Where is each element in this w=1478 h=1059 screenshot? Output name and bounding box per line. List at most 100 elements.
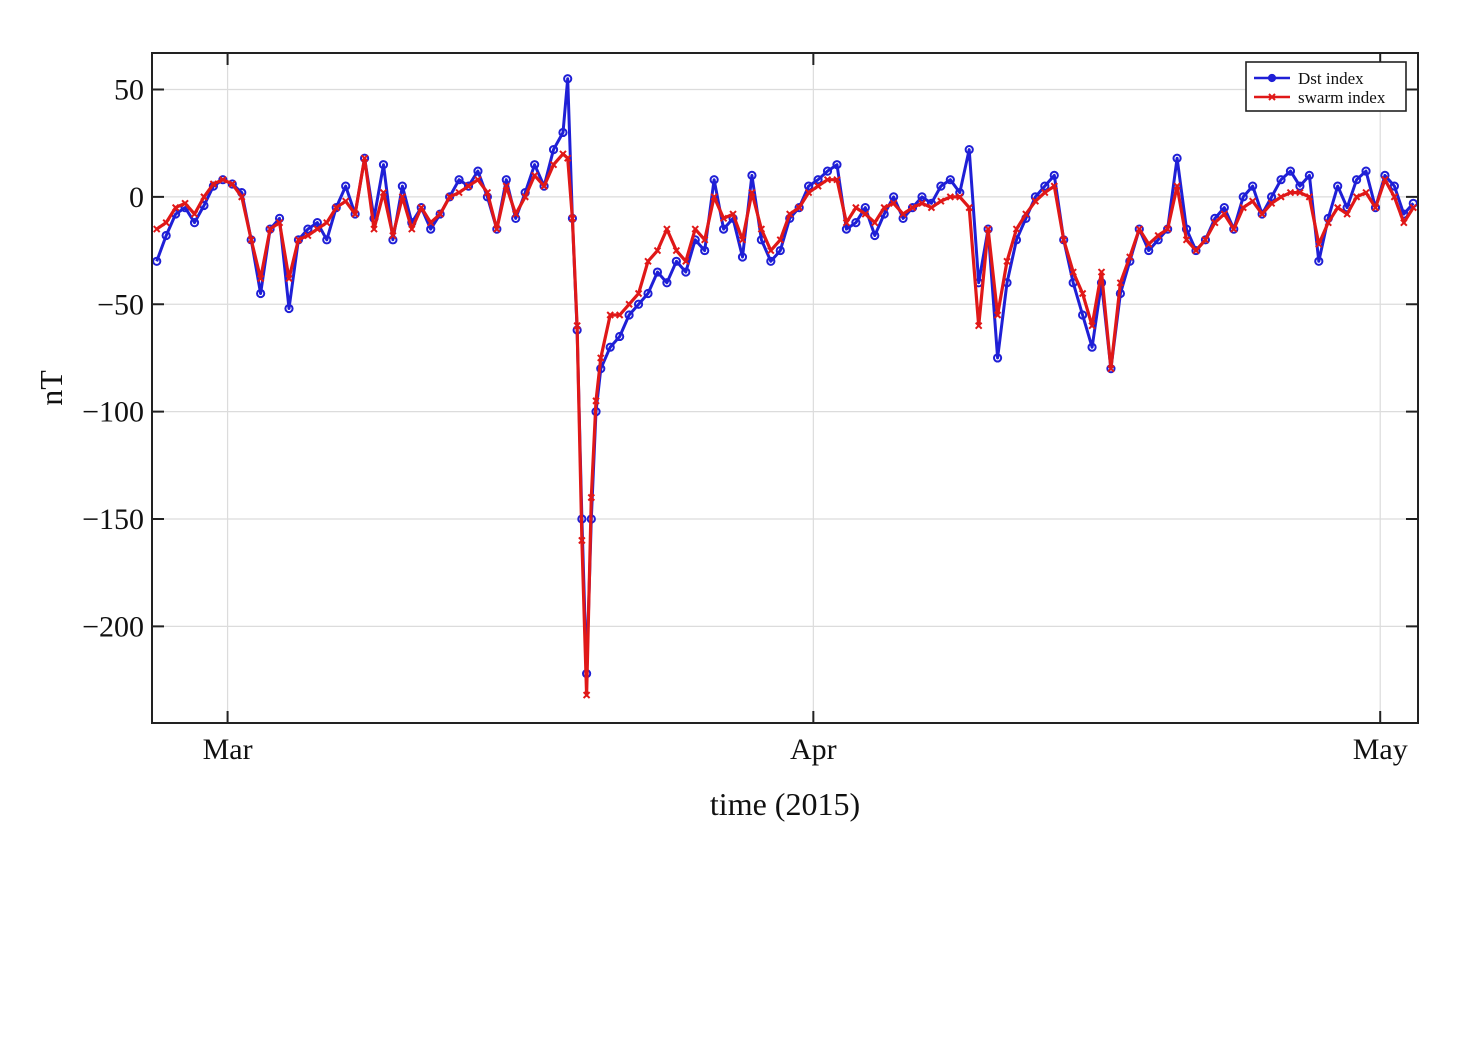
data-point xyxy=(823,175,832,184)
data-point xyxy=(880,203,888,212)
data-point xyxy=(917,192,927,202)
data-point xyxy=(1390,193,1399,201)
data-point xyxy=(530,171,539,180)
legend-marker xyxy=(1268,93,1276,101)
data-point xyxy=(992,353,1003,363)
data-point xyxy=(1135,225,1143,233)
data-point xyxy=(540,182,548,190)
y-tick-label: −100 xyxy=(82,396,144,429)
x-axis-title: time (2015) xyxy=(710,786,860,822)
data-point xyxy=(162,218,170,227)
data-point xyxy=(587,493,596,502)
data-point xyxy=(266,225,274,233)
y-tick-label: 0 xyxy=(129,181,144,214)
data-point xyxy=(747,170,757,181)
data-point xyxy=(341,197,350,205)
data-point xyxy=(766,256,776,266)
data-point xyxy=(1049,170,1059,181)
data-point xyxy=(573,322,581,330)
data-point xyxy=(852,203,860,212)
data-point xyxy=(1041,188,1049,197)
data-point xyxy=(1192,246,1200,255)
data-point xyxy=(1191,245,1201,256)
data-point xyxy=(1276,175,1286,185)
data-point xyxy=(285,274,293,283)
data-point xyxy=(1219,203,1229,213)
data-point xyxy=(303,224,313,234)
data-point xyxy=(312,218,322,228)
data-point xyxy=(435,209,445,219)
data-point xyxy=(691,225,699,233)
data-point xyxy=(652,267,663,277)
data-point xyxy=(1097,268,1106,276)
data-point xyxy=(718,224,729,234)
data-point xyxy=(426,224,436,234)
y-tick-label: −200 xyxy=(82,610,144,643)
data-point xyxy=(1239,203,1247,212)
data-point xyxy=(397,181,407,191)
data-point xyxy=(1116,279,1125,287)
x-tick-label: May xyxy=(1353,733,1408,766)
data-point xyxy=(889,199,898,208)
data-point xyxy=(775,245,785,256)
x-tick-label: Mar xyxy=(203,733,253,766)
data-point xyxy=(899,210,907,218)
data-point xyxy=(512,210,520,218)
data-point xyxy=(563,74,573,84)
data-point xyxy=(161,230,171,241)
series-line xyxy=(155,77,1415,676)
data-point xyxy=(313,225,322,233)
data-point xyxy=(238,193,246,201)
plot-frame xyxy=(151,52,1419,724)
data-point xyxy=(493,225,501,233)
data-point xyxy=(463,181,474,191)
data-point xyxy=(181,199,189,208)
data-point xyxy=(767,246,775,255)
data-point xyxy=(737,252,748,262)
data-point xyxy=(464,182,473,190)
data-point xyxy=(918,199,926,208)
data-point xyxy=(748,188,756,197)
data-point xyxy=(1145,240,1153,248)
data-point xyxy=(945,175,955,185)
data-point xyxy=(682,257,690,266)
data-point xyxy=(662,278,672,288)
data-point xyxy=(153,225,161,233)
data-point xyxy=(1257,209,1267,219)
data-point xyxy=(927,203,936,212)
data-point xyxy=(861,210,870,218)
data-point xyxy=(833,175,841,184)
axis-ticks: 50 0 −50 −100 −150 −200 Mar Apr May xyxy=(82,53,1418,766)
data-point xyxy=(974,322,983,330)
y-tick-label: −150 xyxy=(82,503,144,536)
data-point xyxy=(1304,170,1314,181)
data-point xyxy=(644,257,652,266)
data-point xyxy=(1295,181,1305,191)
data-point xyxy=(351,210,359,218)
data-point xyxy=(965,203,973,212)
series-area xyxy=(152,74,1418,699)
data-point xyxy=(1040,181,1050,191)
data-point xyxy=(1389,181,1399,191)
data-point xyxy=(1173,182,1181,190)
data-point xyxy=(331,203,341,213)
data-point xyxy=(700,245,710,256)
data-point xyxy=(408,225,416,233)
data-point xyxy=(1371,203,1380,212)
data-point xyxy=(993,311,1002,319)
data-point xyxy=(842,218,851,227)
data-point xyxy=(171,203,180,212)
data-point xyxy=(1333,181,1343,191)
data-point xyxy=(1012,225,1021,233)
data-point xyxy=(332,203,340,212)
data-point xyxy=(719,214,728,223)
data-point xyxy=(1362,188,1370,197)
data-point xyxy=(190,210,199,218)
data-point xyxy=(804,188,813,197)
data-point xyxy=(634,289,643,298)
data-point xyxy=(209,180,218,188)
data-point xyxy=(1314,256,1324,266)
data-point xyxy=(1154,231,1162,240)
data-point xyxy=(1285,166,1296,176)
data-point xyxy=(1315,240,1323,248)
